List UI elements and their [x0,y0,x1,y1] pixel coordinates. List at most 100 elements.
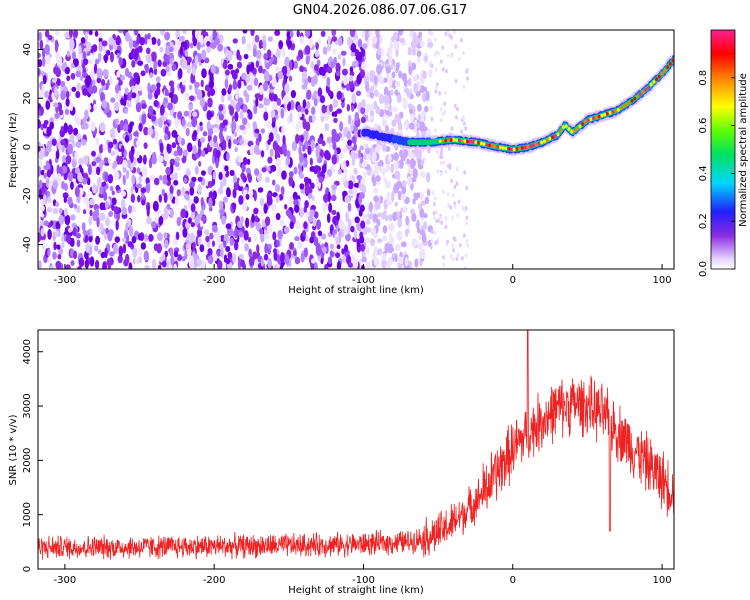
spectrogram-noise-blob [376,143,381,153]
spectrogram-noise-blob [427,41,434,48]
spectrogram-noise-blob [180,41,187,48]
spectrogram-noise-blob [89,198,95,206]
spectrogram-noise-blob [60,139,66,146]
spectrogram-noise-blob [455,115,458,120]
spectrogram-noise-blob [201,149,206,158]
spectrogram-noise-blob [312,216,316,227]
spectrogram-noise-blob [393,160,399,170]
spectrogram-noise-blob [218,130,223,140]
spectrogram-noise-blob [394,113,400,123]
spectrogram-noise-blob [402,96,407,108]
spectrogram-ridge-peak [438,139,442,143]
spectrogram-noise-blob [442,255,445,260]
spectrogram-noise-blob [181,58,188,70]
spectrogram-noise-blob [188,109,192,120]
spectrogram-noise-blob [359,235,365,244]
spectrogram-noise-blob [255,60,259,68]
spectrogram-ridge-peak [559,128,563,133]
spectrogram-noise-blob [106,258,113,267]
spectrogram-noise-blob [39,89,46,99]
spectrogram-noise-blob [174,156,180,163]
spectrogram-noise-blob [321,246,327,254]
spectrogram-noise-blob [370,85,375,93]
spectrogram-noise-blob [381,253,387,262]
spectrogram-noise-blob [118,245,124,257]
spectrogram-noise-blob [254,215,259,223]
spectrogram-noise-blob [197,176,203,182]
spectrogram-noise-blob [360,116,366,124]
spectrogram-noise-blob [350,150,356,160]
spectrogram-noise-blob [278,193,284,201]
spectrogram-noise-blob [408,107,413,114]
spectrogram-noise-blob [273,250,278,261]
spectrogram-noise-blob [50,220,54,226]
spectrogram-noise-blob [54,42,59,53]
spectrogram-noise-blob [71,86,77,92]
spectrogram-noise-blob [94,245,99,252]
spectrogram-noise-blob [159,104,165,116]
spectrogram-noise-blob [237,79,242,89]
spectrogram-noise-blob [242,104,248,113]
spectrogram-noise-blob [109,150,116,156]
spectrogram-ridge-peak [537,141,541,146]
spectrogram-noise-blob [75,167,80,174]
spectrogram-noise-blob [328,142,333,149]
spectrogram-noise-blob [185,242,190,250]
spectrogram-noise-blob [86,229,90,238]
spectrogram-noise-blob [172,94,179,104]
spectrogram-noise-blob [271,121,276,128]
spectrogram-noise-blob [161,260,167,268]
spectrogram-noise-blob [463,170,466,175]
spectrogram-noise-blob [107,158,112,164]
spectrogram-noise-blob [261,167,267,173]
spectrogram-noise-blob [113,243,118,254]
spectrogram-noise-blob [361,161,368,168]
spectrogram-noise-blob [444,216,448,221]
spectrogram-ridge-peak [488,143,491,148]
spectrogram-noise-blob [44,30,50,38]
spectrogram-noise-blob [337,168,342,175]
spectrogram-noise-blob [76,82,81,91]
spectrogram-noise-blob [65,98,70,107]
spectrogram-noise-blob [245,193,250,200]
spectrogram-noise-blob [443,109,447,115]
spectrogram-noise-blob [82,51,87,60]
spectrogram-noise-blob [388,54,393,66]
spectrogram-noise-blob [102,261,108,269]
spectrogram-noise-blob [317,87,323,97]
spectrogram-noise-blob [280,251,285,263]
spectrogram-noise-blob [71,51,76,60]
spectrogram-noise-blob [419,192,424,201]
spectrogram-noise-blob [163,192,168,204]
spectrogram-y-tick-label: -40 [22,236,33,252]
spectrogram-noise-blob [423,220,428,231]
spectrogram-noise-blob [396,94,402,104]
spectrogram-noise-blob [45,100,51,110]
spectrogram-noise-blob [253,207,259,215]
spectrogram-noise-blob [401,184,407,195]
spectrogram-noise-blob [353,167,358,175]
spectrogram-ridge-peak [562,125,565,129]
spectrogram-noise-blob [41,182,46,194]
spectrogram-noise-blob [450,178,454,184]
spectrogram-noise-blob [70,260,75,266]
spectrogram-noise-blob [348,78,354,90]
spectrogram-noise-blob [347,114,352,125]
spectrogram-noise-blob [82,155,89,165]
spectrogram-noise-blob [163,52,170,63]
spectrogram-noise-blob [312,224,317,231]
spectrogram-noise-blob [174,161,180,167]
spectrogram-noise-blob [326,66,333,74]
spectrogram-noise-blob [271,179,276,186]
spectrogram-noise-blob [137,85,143,92]
spectrogram-noise-blob [65,90,70,99]
spectrogram-noise-blob [138,174,143,184]
spectrogram-noise-blob [419,40,425,48]
spectrogram-noise-blob [251,213,255,223]
spectrogram-noise-blob [130,48,136,59]
spectrogram-noise-blob [333,117,338,124]
spectrogram-noise-blob [451,192,455,198]
spectrogram-noise-blob [72,227,77,237]
spectrogram-noise-blob [182,79,187,86]
spectrogram-noise-blob [434,67,438,72]
